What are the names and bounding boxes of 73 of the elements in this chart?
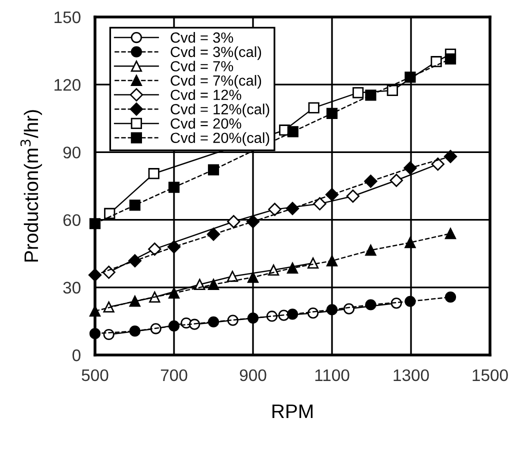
point — [404, 237, 416, 248]
legend-label: Cvd = 3%(cal) — [170, 46, 262, 60]
point — [168, 320, 180, 332]
x-tick-label: 1500 — [472, 369, 508, 382]
y-tick-label: 150 — [54, 11, 80, 24]
legend-label: Cvd = 7% — [170, 60, 234, 72]
point — [208, 278, 220, 290]
point — [129, 296, 140, 307]
point — [167, 240, 181, 254]
point — [286, 308, 298, 320]
point — [365, 90, 376, 101]
x-tick-label: 700 — [160, 369, 188, 382]
point — [286, 202, 300, 216]
point — [208, 164, 220, 176]
point — [444, 292, 456, 303]
point — [148, 168, 160, 180]
point — [444, 53, 456, 64]
y-axis-title: Production(m$^{3}$/hr) — [20, 110, 42, 262]
point — [246, 215, 260, 228]
point — [308, 102, 320, 114]
legend-label: Cvd = 3% — [170, 32, 234, 43]
legend-label: Cvd = 7%(cal) — [170, 75, 262, 89]
point — [346, 190, 360, 203]
y-tick-label: 30 — [63, 282, 80, 294]
point — [247, 312, 259, 324]
legend-label: Cvd = 20%(cal) — [170, 132, 270, 146]
legend-label: Cvd = 12%(cal) — [170, 104, 270, 118]
point — [404, 72, 416, 83]
point — [247, 272, 259, 283]
point — [365, 299, 376, 310]
point — [268, 202, 282, 216]
point — [343, 303, 355, 314]
x-tick-label: 900 — [240, 369, 266, 382]
point — [226, 270, 238, 282]
point — [444, 150, 458, 164]
point — [430, 56, 442, 68]
point — [287, 126, 298, 138]
x-tick-label: 500 — [82, 369, 108, 382]
point — [386, 84, 398, 96]
point — [364, 174, 378, 188]
point — [129, 200, 140, 211]
point — [390, 174, 403, 187]
point — [404, 296, 416, 307]
point — [129, 326, 140, 337]
legend-label: Cvd = 20% — [170, 118, 242, 129]
point — [326, 255, 338, 266]
legend-label: Cvd = 12% — [170, 89, 242, 100]
point — [286, 262, 298, 274]
y-tick-label: 60 — [63, 214, 80, 226]
point — [444, 228, 456, 240]
point — [325, 188, 339, 202]
y-tick-label: 90 — [63, 146, 80, 158]
point — [326, 108, 338, 119]
point — [404, 161, 417, 175]
point — [206, 228, 220, 241]
point — [148, 242, 162, 256]
point — [168, 182, 180, 193]
y-tick-label: 120 — [54, 79, 80, 91]
point — [128, 254, 142, 268]
point — [227, 215, 240, 228]
point — [168, 287, 180, 299]
point — [208, 316, 220, 328]
point — [104, 208, 116, 220]
point — [313, 197, 326, 210]
y-tick-label: 0 — [72, 349, 80, 362]
x-tick-label: 1100 — [315, 369, 350, 382]
point — [431, 158, 444, 171]
x-tick-label: 1300 — [394, 369, 429, 382]
x-axis-title: RPM — [272, 404, 313, 418]
point — [326, 304, 338, 316]
point — [352, 87, 364, 98]
point — [365, 244, 376, 256]
point — [149, 292, 160, 303]
